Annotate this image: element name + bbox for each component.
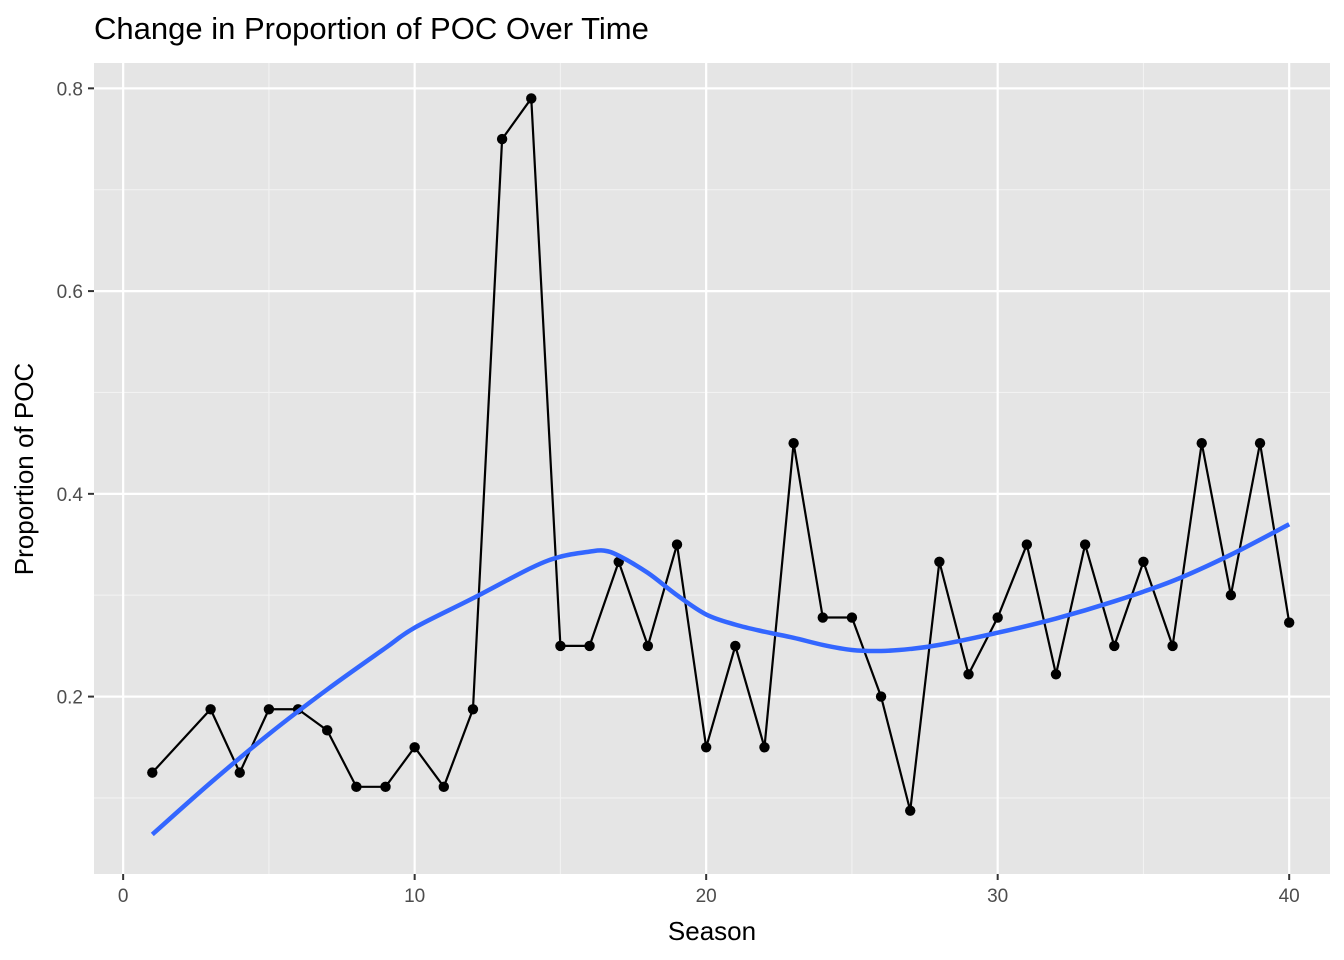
x-tick-label: 0 bbox=[118, 886, 129, 907]
x-tick-label: 40 bbox=[1279, 886, 1300, 907]
data-point bbox=[526, 93, 537, 104]
data-point bbox=[380, 781, 391, 793]
data-point bbox=[467, 704, 479, 715]
x-tick-label: 20 bbox=[696, 886, 717, 907]
data-point bbox=[351, 781, 362, 793]
data-point bbox=[322, 725, 333, 736]
data-point bbox=[496, 133, 508, 145]
grid-major bbox=[94, 63, 1330, 874]
data-point bbox=[1079, 539, 1091, 550]
data-point bbox=[1283, 617, 1295, 628]
data-point bbox=[963, 669, 974, 680]
y-tick-label: 0.6 bbox=[57, 282, 83, 303]
x-tick-label: 10 bbox=[404, 886, 425, 907]
data-point bbox=[234, 767, 245, 778]
data-point bbox=[1138, 556, 1149, 567]
x-tick-label: 30 bbox=[987, 886, 1008, 907]
series-layer bbox=[147, 93, 1295, 837]
x-axis: 0 10 20 30 40 bbox=[118, 874, 1300, 907]
grid-minor bbox=[94, 63, 1330, 874]
y-tick-label: 0.8 bbox=[57, 79, 83, 100]
data-point bbox=[1254, 437, 1266, 449]
data-point bbox=[147, 767, 158, 778]
data-point bbox=[1109, 640, 1120, 652]
data-point bbox=[1196, 437, 1207, 449]
data-point bbox=[1050, 669, 1062, 680]
data-point bbox=[555, 640, 566, 652]
y-axis: 0.2 0.4 0.6 0.8 bbox=[57, 79, 94, 709]
data-point bbox=[905, 805, 916, 816]
data-point bbox=[438, 781, 450, 793]
data-point bbox=[846, 612, 858, 623]
data-point bbox=[205, 704, 216, 715]
data-point bbox=[788, 437, 799, 449]
data-point bbox=[642, 640, 654, 652]
data-point bbox=[934, 556, 945, 567]
data-point bbox=[1021, 539, 1033, 550]
data-point bbox=[584, 640, 595, 652]
data-point bbox=[759, 742, 770, 753]
data-point bbox=[1167, 640, 1178, 652]
y-tick-label: 0.4 bbox=[57, 485, 84, 506]
y-axis-title: Proportion of POC bbox=[9, 363, 39, 575]
data-point bbox=[700, 742, 712, 753]
y-tick-label: 0.2 bbox=[57, 688, 83, 709]
data-point bbox=[875, 691, 887, 702]
chart-title: Change in Proportion of POC Over Time bbox=[94, 11, 649, 46]
data-point bbox=[1225, 590, 1237, 601]
x-axis-title: Season bbox=[668, 916, 756, 946]
smooth-trend-line bbox=[150, 522, 1291, 837]
data-point bbox=[817, 612, 828, 623]
data-point bbox=[263, 704, 275, 715]
data-point bbox=[671, 539, 683, 550]
data-point bbox=[730, 640, 741, 652]
plot-panel bbox=[94, 63, 1330, 874]
data-point bbox=[409, 742, 420, 753]
data-point bbox=[992, 612, 1003, 623]
